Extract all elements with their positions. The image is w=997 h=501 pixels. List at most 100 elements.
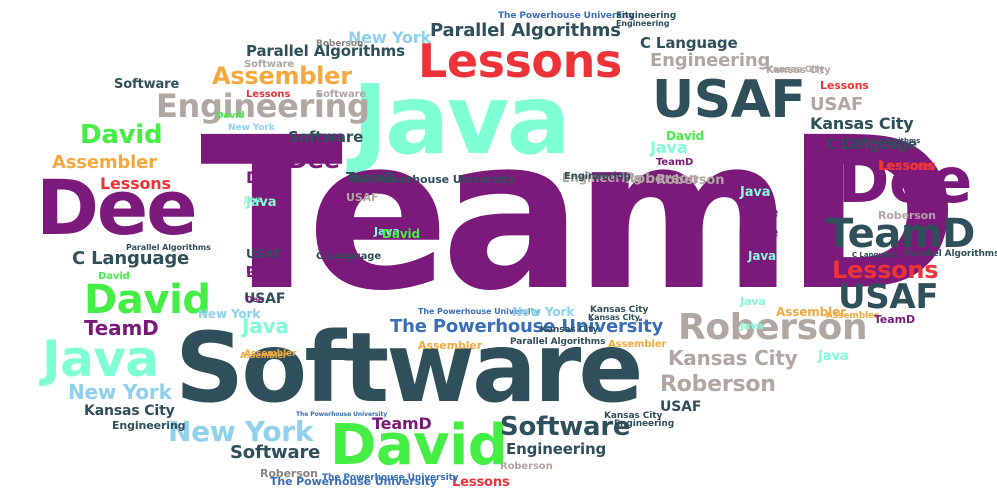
word-powerhouse-mid: The Powerhouse University [390,316,664,337]
word-parallel-small3: Parallel Algorithms [510,337,606,347]
word-kansascity-right: Kansas City [668,346,798,370]
word-java-midright: Java [242,314,289,338]
word-parallel-top: Parallel Algorithms [430,20,621,41]
word-usaf-small-purple: USAF [246,247,282,261]
word-software-lowerright: Software [500,412,631,442]
word-teamd-left-small: TeamD [84,316,159,340]
word-usaf-top: USAF [652,70,806,130]
word-usaf-small-mid: USAF [346,191,379,204]
word-usaf-small2: USAF [244,291,286,307]
word-kansascity-small2: Kansas City [604,411,663,421]
word-dee-mid3: Dee [246,265,277,281]
word-dee-mid2: Dee [246,168,281,187]
word-powerhouse-small2: The Powerhouse University [418,307,540,316]
word-david-upperleft: David [80,120,163,150]
word-dee-mid1: Dee [288,146,340,174]
word-clanguage-small1: C Language [826,137,918,153]
word-clanguage-left: C Language [72,248,190,269]
word-roberson-bottomleft: Roberson [260,467,318,480]
word-dee-small5: Dee [246,295,264,304]
word-newyork-small2: New York [198,307,261,321]
word-lessons-small2: Lessons [820,79,869,92]
word-dee-small-right: Dee [748,205,779,221]
word-assembler-upperleft: Assembler [212,62,352,90]
word-teamd-small-right: TeamD [874,313,915,326]
word-software-small4: Software [244,59,295,70]
word-roberson-small2: Roberson [500,461,553,472]
word-teamd-upper-small: TeamD [346,171,395,186]
word-assembler-lower2: Assembler [418,339,483,352]
word-david-small1: David [382,227,420,241]
word-assembler-small5: Assembler [240,351,287,360]
word-powerhouse-small4: The Powerhouse University [322,473,459,483]
word-lessons-upperright: Lessons [878,159,936,174]
word-java-small7: Java [740,295,766,308]
word-kansascity-upperright: Kansas City [810,114,914,133]
word-newyork-top: New York [348,28,431,47]
word-engineering-small4: Engineering [616,19,670,28]
word-teamd-bottom-small: TeamD [372,414,432,433]
word-java-small1: Java [246,195,277,210]
word-assembler-lower3: Assembler [608,339,667,350]
word-java-small5: Java [244,195,263,204]
word-lessons-right: Lessons [832,256,939,284]
word-software-small3: Software [114,77,180,92]
word-dee-small4: Dee [246,265,268,276]
word-roberson-small1: Roberson [316,39,364,49]
word-newyork-small1: New York [512,305,575,319]
word-kansascity-small1: Kansas City [590,305,649,315]
word-kansascity-topright: Kansas City [766,65,831,76]
word-software-upper: Software [288,128,364,146]
word-clanguage-small3: C Language [852,251,898,259]
word-newyork-small3: New York [228,123,275,133]
word-roberson-right: Roberson [678,307,868,348]
word-kansascity-small4: Kansas City [588,313,640,322]
word-engineering-topright: Engineering [650,50,771,71]
word-newyork-bottom: New York [168,415,314,448]
word-parallel-small-right: Parallel Algorithms [904,249,997,259]
word-dee-right: Dee [838,144,972,217]
word-engineering-small2: Engineering [616,11,677,21]
word-newyork-left: New York [68,380,172,404]
word-teamd-right: TeamD [826,211,975,257]
word-david-small3: David [216,111,245,121]
word-lessons-top: Lessons [418,34,622,88]
word-engineering-small5: Engineering [614,419,675,429]
word-lessons-bottom: Lessons [452,475,510,490]
word-kansascity-left: Kansas City [84,403,175,419]
word-parallel-upperleft: Parallel Algorithms [246,42,405,60]
word-java-upperright: Java [650,138,688,157]
word-assembler-left: Assembler [52,152,157,173]
word-java-left: Java [42,330,159,388]
word-david-bottom: David [330,413,508,478]
word-teamd-center: TeamD [200,92,959,337]
word-usaf-right: USAF [838,277,939,317]
word-kansascity-small3: Kansas City [540,325,599,335]
word-lessons-left: Lessons [100,174,171,193]
word-engineering-small1: Engineering [562,171,643,185]
word-powerhouse-top: The Powerhouse University [498,11,635,21]
word-teamd-small4: TeamD [656,157,694,168]
word-powerhouse-small1: The Powerhouse University [270,475,437,488]
word-assembler-lowerright: Assembler [776,305,846,319]
word-parallel-small2: Parallel Algorithms [126,243,211,252]
word-roberson-small-right: Roberson [878,209,936,222]
word-lessons-small1: Lessons [246,89,291,100]
word-assembler-small6: Assembler [244,349,297,359]
word-engineering-left: Engineering [112,419,186,432]
word-roberson-lowerright: Roberson [660,372,776,397]
word-engineering-bottom: Engineering [506,440,607,458]
word-java-small3: Java [740,185,771,200]
word-david-left: David [84,277,211,323]
word-lessons-small3: Lessons [880,159,934,173]
word-engineering-small3: Engineering [564,171,631,182]
word-software-large: Software [175,312,644,424]
word-java-small4: Java [374,225,400,238]
word-software-small-bottom: Software [230,442,321,463]
word-powerhouse-small3: The Powerhouse University [296,411,388,418]
word-kansascity-small5: Kansas City [766,65,825,75]
word-java-small6: Java [748,249,777,263]
word-usaf-midright: USAF [810,94,864,115]
word-engineering-upperleft: Engineering [156,87,370,125]
